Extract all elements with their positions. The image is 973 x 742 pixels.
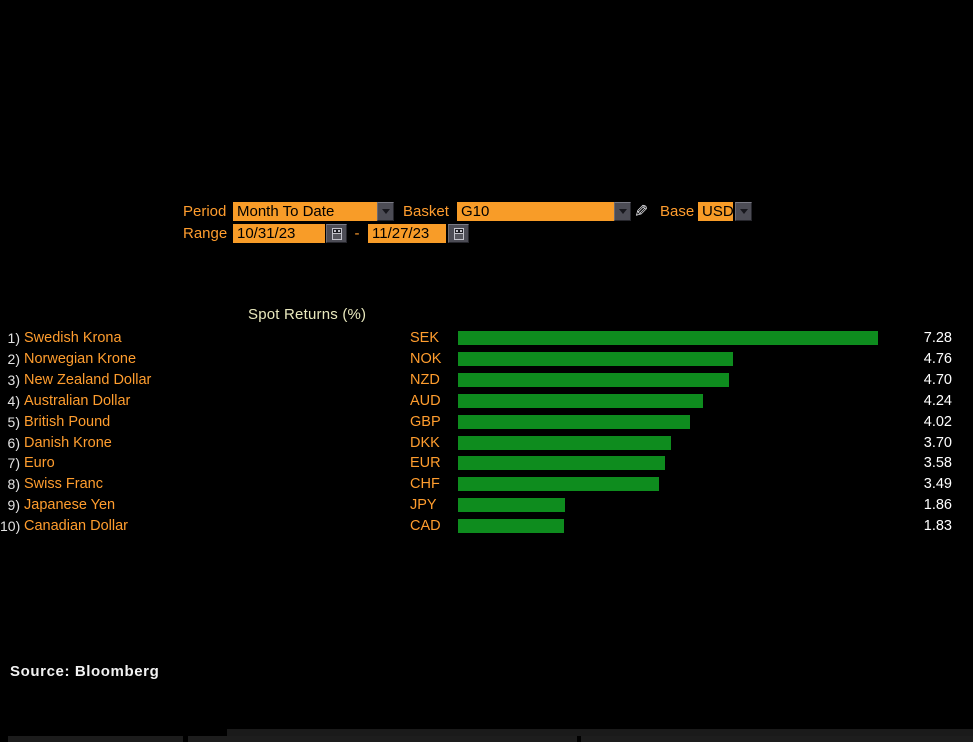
chart-row: 6) Danish Krone DKK 3.70 (0, 434, 973, 455)
source-attribution: Source: Bloomberg (10, 663, 160, 680)
chart-row: 3) New Zealand Dollar NZD 4.70 (0, 371, 973, 392)
value-label: 1.83 (923, 518, 952, 534)
value-bar (458, 436, 671, 450)
chart-row: 4) Australian Dollar AUD 4.24 (0, 392, 973, 413)
taskbar-segment (581, 736, 973, 742)
edit-pencil-icon[interactable]: ✎ (634, 202, 649, 221)
range-label: Range (183, 225, 228, 242)
value-label: 4.02 (923, 414, 952, 430)
taskbar-segment (227, 729, 973, 736)
row-rank: 8) (7, 476, 20, 492)
currency-name: Japanese Yen (24, 497, 116, 513)
value-label: 1.86 (923, 497, 952, 513)
chevron-down-icon (618, 209, 627, 214)
value-label: 4.24 (923, 393, 952, 409)
row-rank: 9) (7, 497, 20, 513)
currency-code: AUD (410, 393, 441, 409)
range-end-input[interactable]: 11/27/23 (368, 224, 446, 243)
period-select[interactable]: Month To Date (233, 202, 377, 221)
currency-code: JPY (410, 497, 437, 513)
range-end-calendar-button[interactable] (448, 224, 469, 243)
range-separator: - (354, 225, 360, 242)
currency-code: GBP (410, 414, 441, 430)
currency-code: DKK (410, 435, 440, 451)
currency-name: Norwegian Krone (24, 351, 137, 367)
currency-name: Swedish Krona (24, 330, 122, 346)
basket-label: Basket (403, 203, 449, 220)
chart-rows: 1) Swedish Krona SEK 7.28 2) Norwegian Krone N… (0, 329, 973, 544)
value-label: 4.70 (923, 372, 952, 388)
row-rank: 10) (0, 518, 21, 534)
value-bar (458, 394, 703, 408)
value-bar (458, 498, 565, 512)
value-bar (458, 373, 729, 387)
chart-row: 5) British Pound GBP 4.02 (0, 413, 973, 434)
currency-name: New Zealand Dollar (24, 372, 152, 388)
chart-row: 9) Japanese Yen JPY 1.86 (0, 496, 973, 517)
value-label: 3.70 (923, 435, 952, 451)
chart-row: 2) Norwegian Krone NOK 4.76 (0, 350, 973, 371)
row-rank: 4) (7, 393, 20, 409)
value-bar (458, 456, 665, 470)
taskbar-segment (188, 736, 577, 742)
chart-row: 1) Swedish Krona SEK 7.28 (0, 329, 973, 350)
basket-dropdown-button[interactable] (614, 202, 631, 221)
value-bar (458, 415, 690, 429)
currency-name: Swiss Franc (24, 476, 103, 492)
chart-title: Spot Returns (%) (248, 306, 367, 323)
base-dropdown-button[interactable] (735, 202, 752, 221)
row-rank: 1) (7, 330, 20, 346)
currency-code: CAD (410, 518, 441, 534)
row-rank: 2) (7, 351, 20, 367)
row-rank: 5) (7, 414, 20, 430)
calendar-icon (331, 227, 342, 240)
chart-row: 8) Swiss Franc CHF 3.49 (0, 475, 973, 496)
basket-select[interactable]: G10 (457, 202, 614, 221)
calendar-icon (453, 227, 464, 240)
range-start-input[interactable]: 10/31/23 (233, 224, 325, 243)
taskbar-segment (8, 736, 183, 742)
base-select[interactable]: USD (698, 202, 733, 221)
currency-name: Danish Krone (24, 435, 112, 451)
base-label: Base (660, 203, 695, 220)
currency-code: SEK (410, 330, 440, 346)
value-bar (458, 519, 564, 533)
chart-row: 10) Canadian Dollar CAD 1.83 (0, 517, 973, 538)
chevron-down-icon (381, 209, 390, 214)
currency-code: EUR (410, 455, 441, 471)
currency-name: British Pound (24, 414, 111, 430)
row-rank: 3) (7, 372, 20, 388)
currency-name: Australian Dollar (24, 393, 131, 409)
value-bar (458, 477, 659, 491)
period-label: Period (183, 203, 227, 220)
value-label: 4.76 (923, 351, 952, 367)
value-bar (458, 352, 733, 366)
value-label: 3.58 (923, 455, 952, 471)
currency-code: CHF (410, 476, 440, 492)
row-rank: 6) (7, 435, 20, 451)
currency-code: NOK (410, 351, 442, 367)
value-label: 7.28 (923, 330, 952, 346)
value-bar (458, 331, 878, 345)
value-label: 3.49 (923, 476, 952, 492)
chevron-down-icon (739, 209, 748, 214)
currency-name: Canadian Dollar (24, 518, 128, 534)
currency-code: NZD (410, 372, 440, 388)
currency-name: Euro (24, 455, 55, 471)
period-dropdown-button[interactable] (377, 202, 394, 221)
row-rank: 7) (7, 455, 20, 471)
chart-row: 7) Euro EUR 3.58 (0, 454, 973, 475)
range-start-calendar-button[interactable] (326, 224, 347, 243)
